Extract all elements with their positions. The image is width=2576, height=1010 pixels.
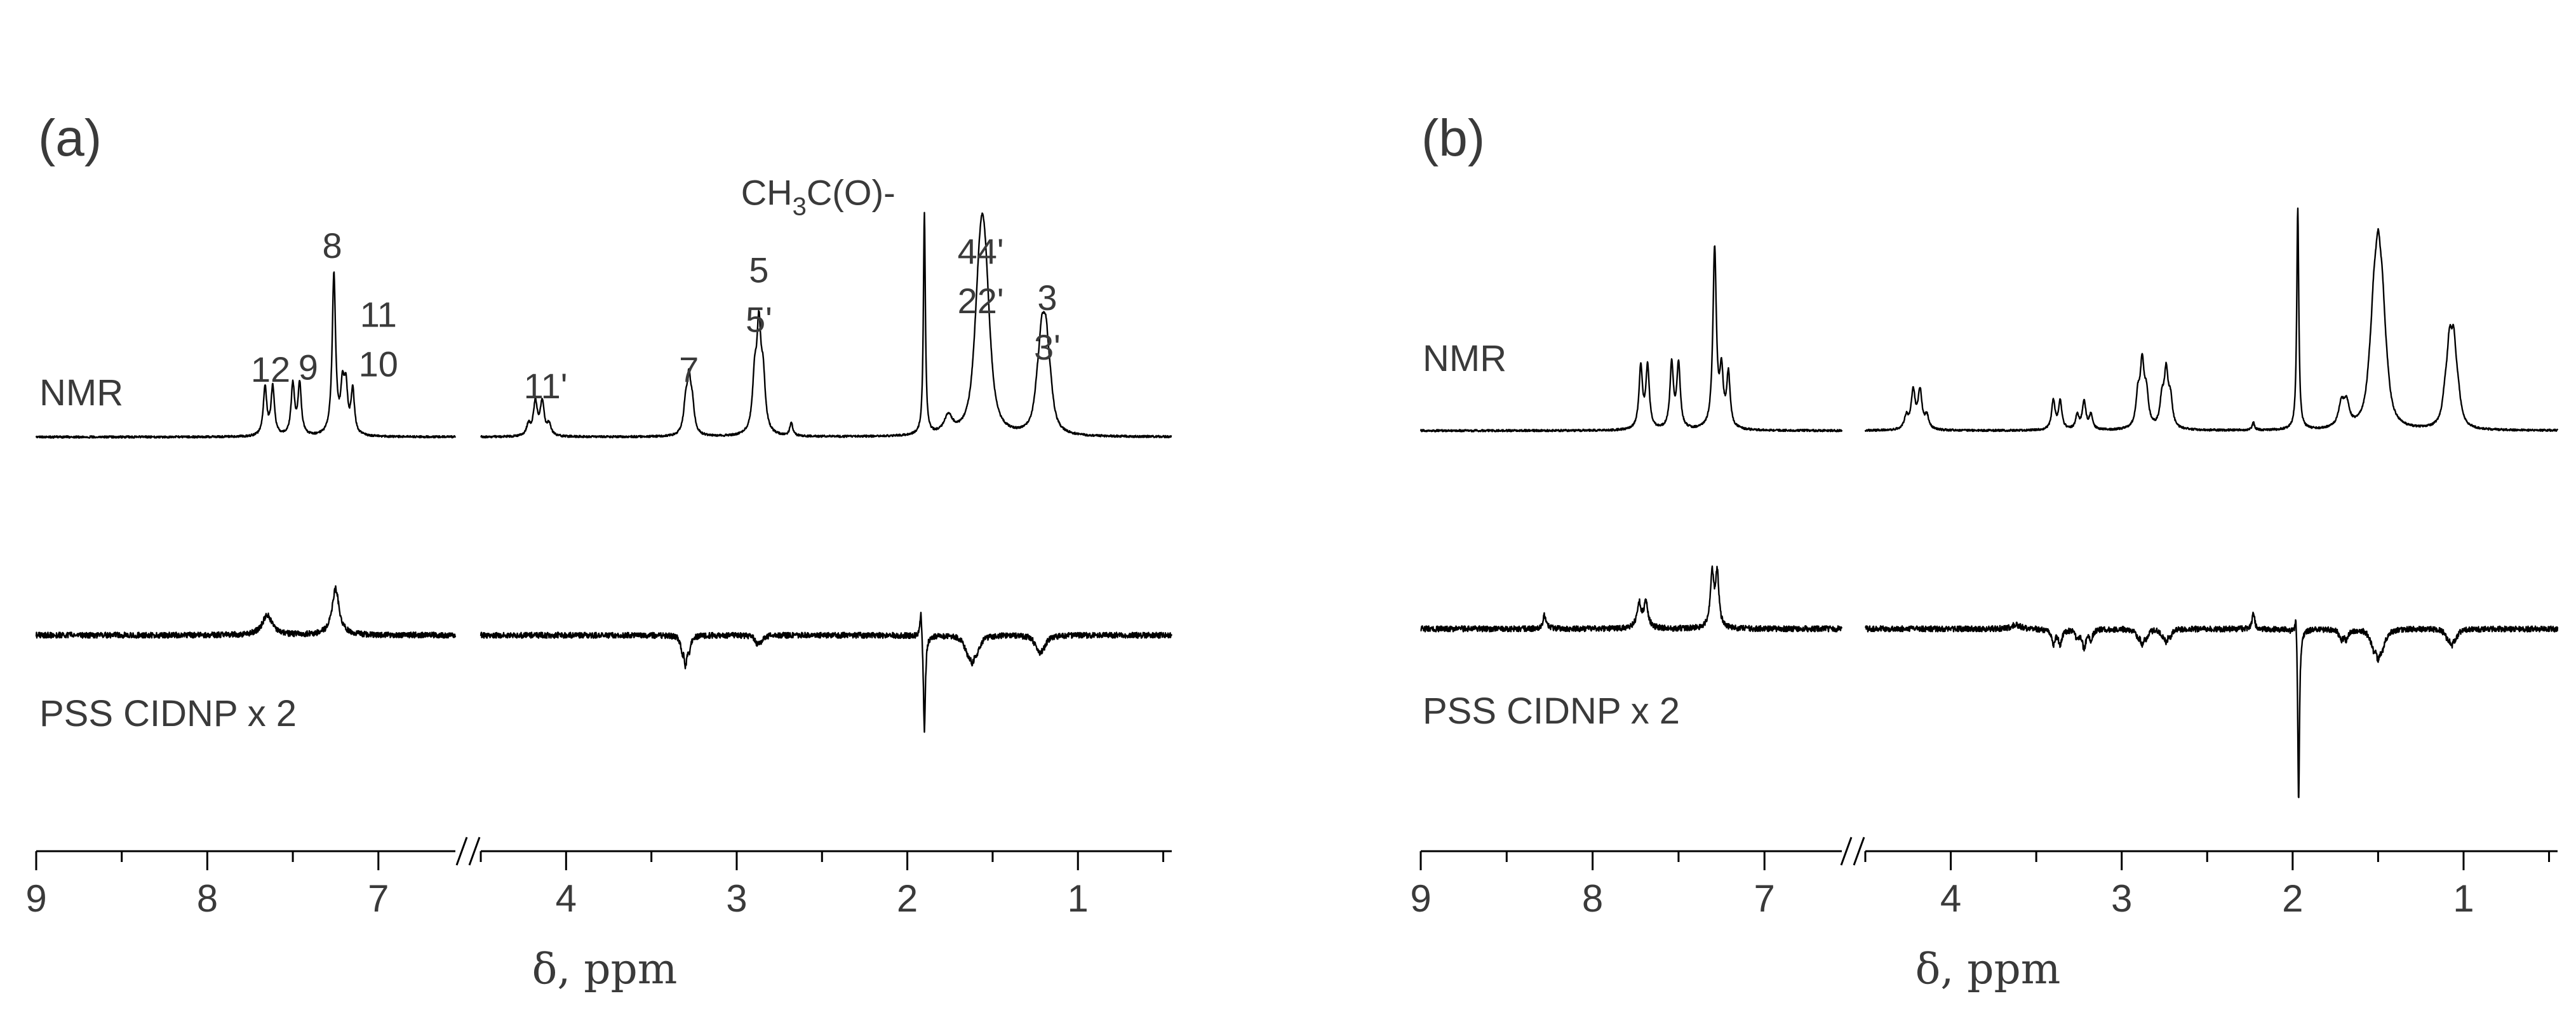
panel-b: (b) NMR PSS CIDNP x 2 δ, ppm 9 8 7 4 3 2 1	[1410, 109, 2559, 993]
x-tick-label: 4	[556, 877, 577, 920]
peak-annotation-lbl-8: 8	[322, 226, 342, 266]
peak-annotation-line: 10	[359, 344, 398, 384]
peak-annotation-line: 8	[322, 226, 342, 266]
spectrum-trace-cidnp-seg2	[480, 612, 1173, 733]
axis-break-mark	[455, 837, 468, 866]
x-tick-label: 3	[726, 877, 747, 920]
peak-annotation-lbl-44: 44'22'	[958, 231, 1004, 321]
x-axis-title: δ, ppm	[1915, 945, 2061, 993]
x-tick-label: 9	[25, 877, 46, 920]
peak-annotation-lbl-11p: 11'	[524, 366, 568, 406]
series-label-cidnp: PSS CIDNP x 2	[1423, 690, 1680, 732]
spectrum-trace-nmr-seg1	[35, 271, 457, 439]
spectrum-trace-cidnp-seg1	[35, 585, 457, 639]
peak-annotation-line: 12	[251, 349, 290, 389]
panel-a: (a) NMR PSS CIDNP x 2 δ, ppm 9 8 7 4 3 2 112 98…	[25, 109, 1173, 993]
x-tick-label: 1	[2453, 877, 2474, 920]
series-label-cidnp: PSS CIDNP x 2	[39, 693, 297, 734]
peak-annotation-line: 9	[299, 347, 318, 387]
peak-annotation-line: 44'	[958, 231, 1004, 271]
spectrum-trace-cidnp-seg1	[1420, 565, 1843, 633]
series-label-nmr: NMR	[39, 372, 123, 414]
spectrum-trace-nmr-seg2	[480, 212, 1172, 439]
x-tick-label: 2	[2282, 877, 2303, 920]
spectrum-trace-nmr-seg2	[1864, 207, 2559, 433]
spectrum-trace-cidnp-seg2	[1864, 611, 2559, 798]
peak-annotation-line: 5	[749, 250, 768, 290]
peak-annotation-lbl-3: 33'	[1034, 278, 1061, 367]
peak-annotation-line: 22'	[958, 281, 1004, 321]
axis-break-mark	[1853, 837, 1865, 866]
x-tick-label: 7	[1754, 877, 1775, 920]
spectrum-trace-nmr-seg1	[1419, 245, 1843, 433]
x-tick-label: 9	[1410, 877, 1431, 920]
panel-label: (b)	[1421, 109, 1485, 167]
peak-annotation-lbl-5: 55'	[746, 250, 772, 340]
x-tick-label: 8	[197, 877, 218, 920]
peak-annotation-lbl-9: 9	[299, 347, 318, 387]
x-tick-label: 8	[1582, 877, 1603, 920]
axis-break-mark	[468, 837, 481, 866]
panel-label: (a)	[38, 109, 102, 167]
x-tick-label: 2	[897, 877, 918, 920]
peak-annotation-lbl-12: 12	[251, 349, 290, 389]
peak-annotation-line: 11'	[524, 366, 568, 406]
x-tick-label: 7	[368, 877, 389, 920]
peak-annotation-text: CH3C(O)-	[741, 173, 896, 221]
peak-annotation-line: 11	[360, 294, 397, 334]
peak-annotation-line: 3	[1037, 278, 1057, 318]
peak-annotation-lbl-ch3: CH3C(O)-	[741, 173, 896, 221]
peak-annotation-line: 3'	[1034, 327, 1061, 367]
peak-annotation-lbl-7: 7	[679, 349, 699, 389]
peak-annotation-line: 5'	[746, 300, 772, 340]
x-tick-label: 1	[1068, 877, 1089, 920]
x-tick-label: 4	[1940, 877, 1961, 920]
x-axis-title: δ, ppm	[532, 945, 678, 993]
x-tick-label: 3	[2111, 877, 2132, 920]
series-label-nmr: NMR	[1423, 338, 1506, 379]
peak-annotation-line: 7	[679, 349, 699, 389]
axis-break-mark	[1840, 837, 1853, 866]
